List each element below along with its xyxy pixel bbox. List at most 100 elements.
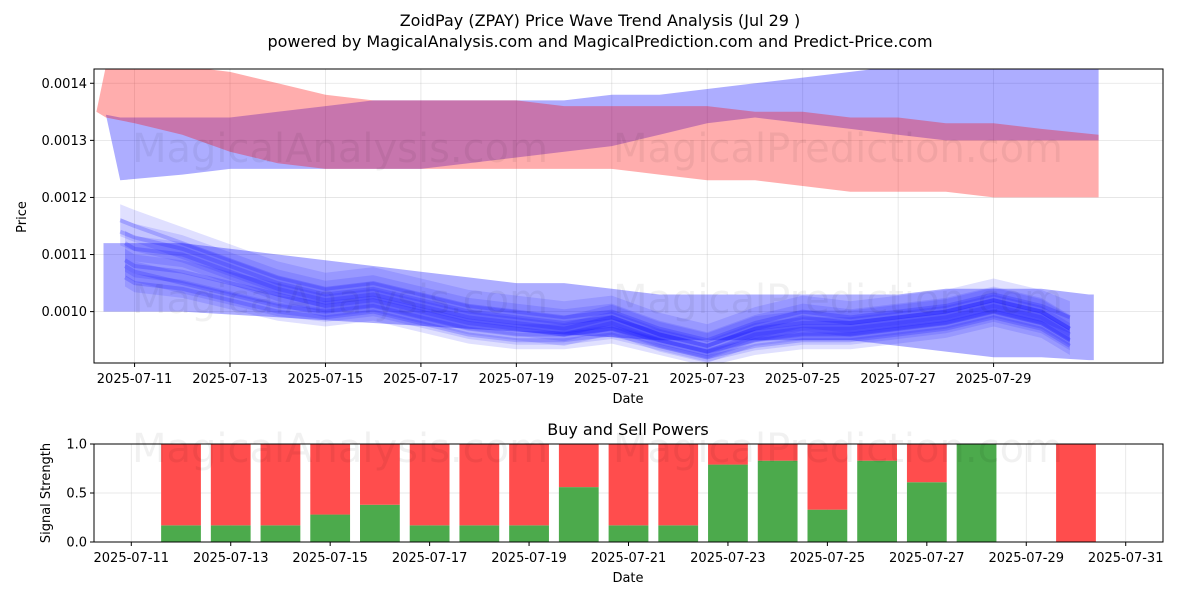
price-x-tick-label: 2025-07-19 (479, 372, 555, 387)
medium-blue-envelope (103, 243, 1094, 361)
sell-bar (310, 444, 351, 515)
buy-bar (956, 444, 997, 542)
sell-bar (906, 444, 947, 483)
sell-bar (260, 444, 301, 526)
wave-ribbon (120, 218, 1070, 360)
signal-x-tick-label: 2025-07-31 (1088, 551, 1164, 566)
signal-x-tick-label: 2025-07-13 (193, 551, 269, 566)
sell-bar (210, 444, 251, 526)
sell-bar (409, 444, 450, 526)
buy-bar (708, 464, 748, 542)
wave-line (123, 241, 1071, 348)
buy-bar (459, 525, 500, 542)
buy-bar (310, 514, 351, 542)
sell-bar (161, 444, 201, 526)
buy-bar (608, 525, 649, 542)
signal-x-tick-label: 2025-07-25 (790, 551, 866, 566)
signal-x-tick-label: 2025-07-23 (690, 551, 766, 566)
price-x-tick-label: 2025-07-25 (765, 372, 841, 387)
buy-bar (260, 525, 301, 542)
medium-term-envelope (103, 243, 1094, 361)
wave-line (119, 229, 1071, 348)
price-x-tick-label: 2025-07-29 (956, 372, 1032, 387)
long-red-band (96, 69, 1099, 198)
long-blue-band (105, 69, 1099, 181)
signal-y-axis-label: Signal Strength (39, 443, 54, 543)
chart-title: ZoidPay (ZPAY) Price Wave Trend Analysis… (400, 11, 801, 30)
signal-x-tick-label: 2025-07-27 (889, 551, 965, 566)
buy-bar (558, 487, 599, 542)
signal-x-tick-label: 2025-07-19 (491, 551, 567, 566)
wave-ribbon (125, 230, 1070, 359)
signal-x-tick-label: 2025-07-11 (94, 551, 170, 566)
buy-bar (857, 460, 897, 542)
buy-sell-title: Buy and Sell Powers (547, 420, 709, 439)
price-y-ticks: 0.0010 0.0011 0.0012 0.0013 0.0014 (42, 77, 94, 320)
watermark-right: MagicalPrediction.com (613, 126, 1063, 172)
sell-bar (708, 444, 748, 465)
price-x-tick-label: 2025-07-21 (574, 372, 650, 387)
buy-bar (807, 509, 848, 542)
price-x-tick-label: 2025-07-13 (192, 372, 268, 387)
price-plot-frame (93, 68, 1164, 364)
signal-y-ticks: 0.0 0.5 1.0 (66, 438, 94, 551)
wave-ribbon (125, 255, 1070, 362)
signal-bars (161, 444, 1096, 542)
price-y-axis-label: Price (15, 201, 30, 233)
sell-bar (757, 444, 798, 461)
price-y-tick-label: 0.0014 (42, 77, 88, 92)
signal-y-tick-label: 1.0 (66, 438, 87, 453)
watermark-left-mid: MagicalAnalysis.com (132, 277, 548, 323)
wave-line (123, 264, 1071, 354)
price-x-tick-label: 2025-07-11 (97, 372, 173, 387)
price-gridlines (94, 69, 1163, 363)
buy-bar (658, 525, 699, 542)
sell-bar (509, 444, 549, 526)
sell-bar (459, 444, 500, 526)
signal-x-tick-label: 2025-07-17 (392, 551, 468, 566)
buy-bar (906, 482, 947, 542)
wave-line (123, 258, 1071, 354)
price-x-axis-label: Date (612, 392, 643, 407)
sell-bar (658, 444, 699, 526)
watermark-right-mid: MagicalPrediction.com (613, 277, 1063, 323)
signal-x-axis-label: Date (612, 571, 643, 586)
price-x-tick-label: 2025-07-27 (860, 372, 936, 387)
chart-subtitle: powered by MagicalAnalysis.com and Magic… (267, 32, 932, 51)
buy-bar (409, 525, 450, 542)
price-y-tick-label: 0.0012 (42, 191, 88, 206)
watermark-right-bottom: MagicalPrediction.com (613, 426, 1063, 472)
price-y-tick-label: 0.0010 (42, 305, 88, 320)
buy-bar (210, 525, 251, 542)
signal-x-ticks: 2025-07-11 2025-07-13 2025-07-15 2025-07-17… (94, 542, 1164, 566)
sell-bar (1056, 444, 1096, 542)
sell-bar (608, 444, 649, 526)
price-y-tick-label: 0.0011 (42, 248, 88, 263)
price-x-ticks: 2025-07-11 2025-07-13 2025-07-15 2025-07-17… (97, 363, 1032, 387)
price-wave-panel: MagicalAnalysis.com MagicalPrediction.co… (15, 68, 1164, 407)
wave-ribbon (125, 268, 1070, 363)
price-plot-background (94, 69, 1163, 363)
price-x-tick-label: 2025-07-15 (288, 372, 364, 387)
sell-bar (857, 444, 897, 461)
signal-y-tick-label: 0.5 (66, 487, 87, 502)
short-term-waves (119, 204, 1071, 363)
price-x-tick-label: 2025-07-23 (669, 372, 745, 387)
buy-sell-panel: Buy and Sell Powers MagicalAnalysis.com … (39, 420, 1164, 586)
signal-x-tick-label: 2025-07-21 (591, 551, 667, 566)
wave-ribbon (120, 204, 1070, 357)
sell-bar (360, 444, 400, 505)
watermark-left-bottom: MagicalAnalysis.com (132, 426, 548, 472)
buy-bar (161, 525, 201, 542)
buy-bar (360, 504, 400, 542)
wave-line (119, 218, 1071, 343)
buy-bar (757, 460, 798, 542)
buy-bar (509, 525, 549, 542)
wave-line (123, 275, 1071, 360)
signal-x-tick-label: 2025-07-29 (988, 551, 1064, 566)
wave-ribbon (125, 248, 1070, 363)
sell-bar (807, 444, 848, 510)
signal-x-tick-label: 2025-07-15 (292, 551, 368, 566)
long-term-bands (96, 69, 1099, 198)
